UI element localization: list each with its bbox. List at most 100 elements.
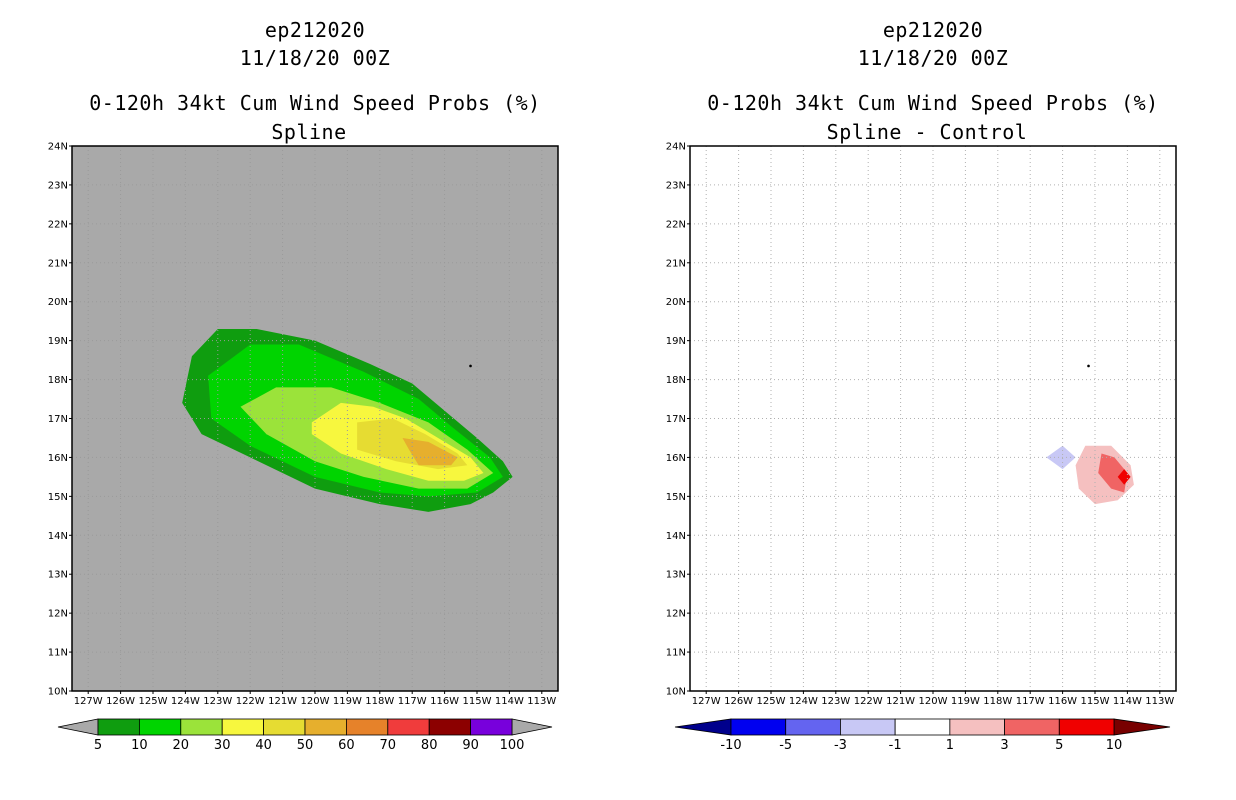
left-y-tick-label: 19N (48, 336, 68, 347)
left-colorbar-swatch (138, 718, 182, 736)
right-colorbar-swatch (840, 718, 896, 736)
left-x-tick-label: 113W (527, 696, 556, 707)
left-x-tick-label: 114W (495, 696, 524, 707)
left-chart-subtitle: Spline (271, 120, 347, 144)
right-y-tick-label: 10N (666, 687, 686, 698)
right-x-tick-label: 121W (886, 696, 915, 707)
left-x-tick-label: 118W (365, 696, 394, 707)
left-x-tick-label: 126W (106, 696, 135, 707)
left-y-tick-label: 16N (48, 453, 68, 464)
left-colorbar-high-end (511, 718, 553, 736)
right-y-tick-label: 16N (666, 453, 686, 464)
right-colorbar-label: -1 (889, 738, 902, 753)
right-colorbar-label: -10 (720, 738, 741, 753)
left-colorbar-label: 70 (380, 738, 397, 753)
left-storm-id: ep212020 (264, 18, 366, 42)
right-y-tick-label: 12N (666, 609, 686, 620)
left-y-tick-label: 18N (48, 375, 68, 386)
left-colorbar-label: 50 (297, 738, 314, 753)
right-x-tick-label: 125W (757, 696, 786, 707)
right-x-tick-label: 114W (1113, 696, 1142, 707)
left-y-tick-label: 12N (48, 609, 68, 620)
left-colorbar-swatch (97, 718, 140, 736)
left-colorbar-label: 60 (338, 738, 355, 753)
right-colorbar-label: 10 (1106, 738, 1123, 753)
left-chart-title: 0-120h 34kt Cum Wind Speed Probs (%) (89, 91, 541, 115)
right-y-tick-label: 22N (666, 219, 686, 230)
right-y-tick-label: 21N (666, 258, 686, 269)
left-island-marker (469, 364, 472, 368)
left-y-tick-label: 22N (48, 219, 68, 230)
left-x-tick-label: 127W (74, 696, 103, 707)
right-chart: 10N 11N 12N 13N 14N 15N 16N 17N 18N 19N 20N 21N 22N 2… (666, 142, 1177, 707)
right-y-tick-label: 18N (666, 375, 686, 386)
left-x-tick-label: 122W (236, 696, 265, 707)
right-x-tick-label: 116W (1048, 696, 1077, 707)
right-colorbar-swatch (894, 718, 951, 736)
left-y-tick-label: 24N (48, 142, 68, 153)
right-colorbar-swatch (785, 718, 841, 736)
right-y-tick-label: 19N (666, 336, 686, 347)
left-colorbar-label: 5 (94, 738, 102, 753)
left-y-tick-label: 11N (48, 648, 68, 659)
right-x-tick-label: 124W (789, 696, 818, 707)
right-colorbar-label: 3 (1000, 738, 1008, 753)
right-y-tick-label: 20N (666, 297, 686, 308)
left-colorbar-swatch (428, 718, 472, 736)
right-colorbar-swatch (730, 718, 787, 736)
left-colorbar: 5 10 20 30 40 50 60 70 80 90 100 (57, 718, 553, 753)
right-colorbar-high-end (1113, 718, 1171, 736)
left-y-tick-label: 13N (48, 570, 68, 581)
left-colorbar-swatch (263, 718, 306, 736)
left-x-tick-label: 117W (398, 696, 427, 707)
left-y-tick-label: 20N (48, 297, 68, 308)
left-y-tick-label: 10N (48, 687, 68, 698)
right-contour-3 (1098, 453, 1128, 493)
right-x-tick-label: 122W (854, 696, 883, 707)
right-y-tick-label: 15N (666, 492, 686, 503)
left-y-tick-label: 15N (48, 492, 68, 503)
left-contour-50 (402, 438, 458, 466)
left-chart: 10N 11N 12N 13N 14N 15N 16N 17N 18N 19N 20N 21N 22N 2… (48, 142, 559, 707)
right-colorbar: -10 -5 -3 -1 1 3 5 10 (674, 718, 1171, 753)
right-x-tick-label: 115W (1081, 696, 1110, 707)
right-colorbar-low-end (674, 718, 732, 736)
left-colorbar-swatch (180, 718, 223, 736)
right-x-tick-label: 123W (821, 696, 850, 707)
left-colorbar-swatch (304, 718, 347, 736)
left-colorbar-swatch (345, 718, 389, 736)
left-colorbar-swatch (470, 718, 513, 736)
right-chart-title: 0-120h 34kt Cum Wind Speed Probs (%) (707, 91, 1159, 115)
left-y-tick-label: 14N (48, 531, 68, 542)
right-x-tick-label: 126W (724, 696, 753, 707)
right-y-tick-label: 14N (666, 531, 686, 542)
right-colorbar-label: 1 (946, 738, 954, 753)
left-x-tick-label: 125W (139, 696, 168, 707)
left-colorbar-swatch (221, 718, 264, 736)
right-y-tick-label: 11N (666, 648, 686, 659)
left-y-tick-label: 23N (48, 180, 68, 191)
left-x-tick-label: 115W (463, 696, 492, 707)
left-y-tick-label: 17N (48, 414, 68, 425)
right-y-tick-label: 13N (666, 570, 686, 581)
right-chart-subtitle: Spline - Control (826, 120, 1028, 144)
right-datetime: 11/18/20 00Z (857, 46, 1009, 70)
right-x-tick-label: 118W (983, 696, 1012, 707)
right-colorbar-label: -3 (834, 738, 847, 753)
right-contour-5 (1117, 469, 1131, 485)
left-x-tick-label: 116W (430, 696, 459, 707)
left-colorbar-label: 90 (462, 738, 479, 753)
right-x-tick-label: 119W (951, 696, 980, 707)
left-datetime: 11/18/20 00Z (239, 46, 391, 70)
right-colorbar-swatch (1058, 718, 1115, 736)
right-colorbar-label: 5 (1055, 738, 1063, 753)
right-y-tick-label: 17N (666, 414, 686, 425)
right-x-tick-label: 117W (1016, 696, 1045, 707)
right-x-tick-label: 127W (692, 696, 721, 707)
left-colorbar-label: 20 (173, 738, 190, 753)
right-colorbar-swatch (1004, 718, 1060, 736)
left-x-tick-label: 121W (268, 696, 297, 707)
right-contour-neg1 (1046, 445, 1076, 470)
right-y-tick-label: 23N (666, 180, 686, 191)
